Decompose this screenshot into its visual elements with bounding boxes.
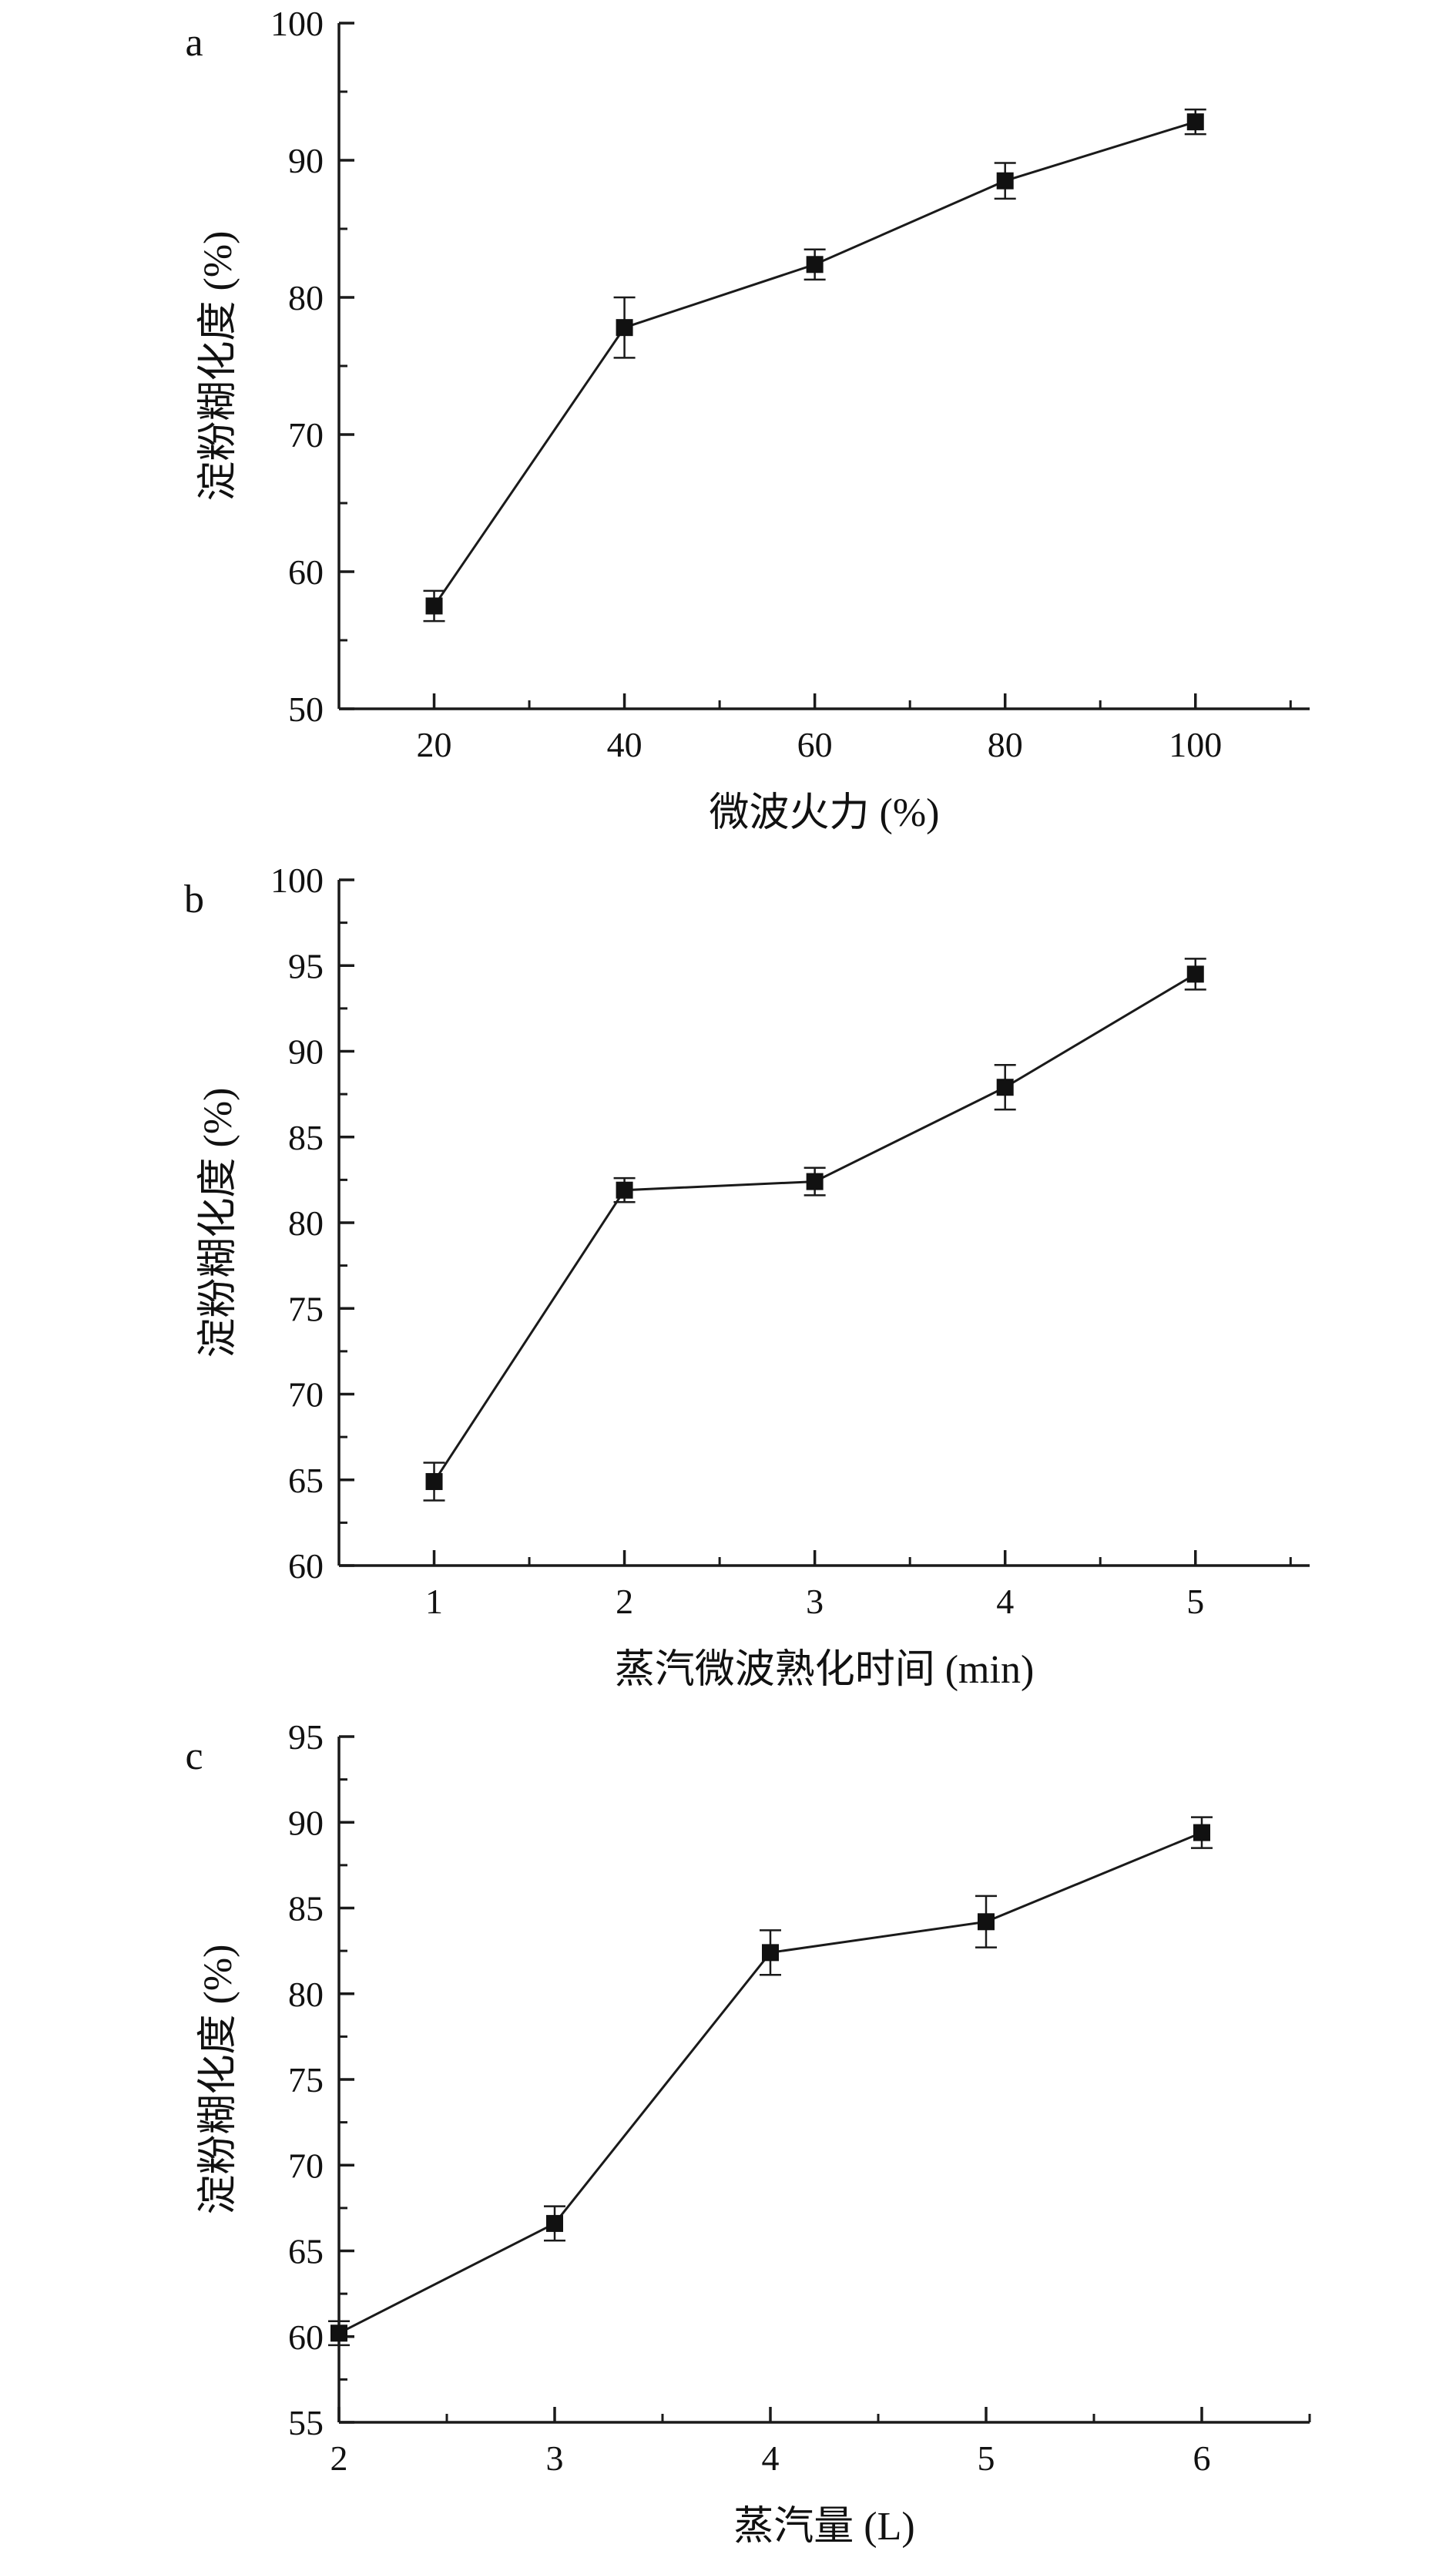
y-tick-label: 70 <box>288 415 324 455</box>
x-tick-label: 60 <box>797 725 833 764</box>
y-tick-label: 70 <box>288 1375 324 1415</box>
data-line <box>433 120 1196 607</box>
y-axis-title: 淀粉糊化度 (%) <box>196 231 240 502</box>
panel-label: c <box>185 1734 203 1778</box>
panel-label: b <box>184 878 204 921</box>
y-tick-label: 90 <box>288 141 324 180</box>
y-tick-label: 95 <box>288 1717 324 1757</box>
x-axis-title: 微波火力 (%) <box>710 791 940 835</box>
x-tick-label: 40 <box>607 725 642 764</box>
y-tick-label: 95 <box>288 946 324 985</box>
x-axis-title: 蒸汽微波熟化时间 (min) <box>615 1648 1035 1692</box>
data-point-marker <box>1186 965 1204 983</box>
y-tick-label: 85 <box>288 1889 324 1928</box>
line-chart-b: 60 65 70 75 80 85 90 95 100 1 2 3 4 5 淀粉糊化度 (%) 蒸汽微波熟化时… <box>184 861 1310 1692</box>
data-point-marker <box>1186 113 1204 131</box>
line-chart-c: 55 60 65 70 75 80 85 90 95 2 3 4 5 6 淀粉糊化度 (%) 蒸汽量 (L) c <box>185 1717 1311 2549</box>
y-tick-label: 90 <box>288 1032 324 1072</box>
y-tick-label: 70 <box>288 2146 324 2185</box>
y-tick-label: 80 <box>288 1203 324 1243</box>
data-point-marker <box>330 2324 347 2342</box>
y-tick-label: 100 <box>270 4 324 43</box>
data-line <box>338 1831 1203 2334</box>
y-tick-label: 55 <box>288 2403 324 2442</box>
x-tick-label: 1 <box>425 1582 443 1621</box>
x-tick-label: 2 <box>330 2438 348 2478</box>
x-tick-label: 5 <box>1186 1582 1204 1621</box>
data-point-marker <box>806 1173 824 1190</box>
y-axis-title: 淀粉糊化度 (%) <box>196 1088 240 1358</box>
x-tick-label: 20 <box>417 725 452 764</box>
data-point-marker <box>616 1181 633 1199</box>
x-tick-label: 4 <box>762 2438 780 2478</box>
chart-panel-b: 60 65 70 75 80 85 90 95 100 1 2 3 4 5 淀粉糊化度 (%) 蒸汽微波熟化时… <box>0 857 1456 1713</box>
data-line <box>433 973 1196 1482</box>
chart-panel-a: 50 60 70 80 90 100 20 40 60 80 100 淀粉糊化度 (%) 微波火力 (%… <box>0 0 1456 857</box>
data-point-marker <box>978 1913 995 1931</box>
panel-label: a <box>185 21 203 65</box>
data-point-marker <box>806 256 824 274</box>
y-tick-label: 65 <box>288 2232 324 2271</box>
x-tick-label: 3 <box>806 1582 824 1621</box>
data-point-marker <box>425 597 443 615</box>
y-axis-title: 淀粉糊化度 (%) <box>196 1945 240 2215</box>
data-point-marker <box>1193 1824 1210 1841</box>
data-point-marker <box>762 1944 779 1962</box>
x-tick-label: 6 <box>1193 2438 1211 2478</box>
x-tick-label: 5 <box>978 2438 995 2478</box>
x-tick-label: 100 <box>1169 725 1222 764</box>
data-point-marker <box>996 1079 1014 1096</box>
x-tick-label: 2 <box>616 1582 633 1621</box>
y-tick-label: 75 <box>288 1289 324 1328</box>
line-chart-a: 50 60 70 80 90 100 20 40 60 80 100 淀粉糊化度 (%) 微波火力 (%… <box>185 4 1310 835</box>
y-tick-label: 80 <box>288 1975 324 2014</box>
y-tick-label: 50 <box>288 690 324 729</box>
y-tick-label: 85 <box>288 1118 324 1157</box>
data-point-marker <box>616 319 633 337</box>
y-tick-label: 60 <box>288 552 324 592</box>
y-tick-label: 60 <box>288 2318 324 2357</box>
y-tick-label: 60 <box>288 1546 324 1586</box>
x-tick-label: 4 <box>996 1582 1014 1621</box>
y-tick-label: 65 <box>288 1461 324 1500</box>
data-point-marker <box>996 172 1014 190</box>
x-tick-label: 80 <box>988 725 1023 764</box>
chart-panel-c: 55 60 65 70 75 80 85 90 95 2 3 4 5 6 淀粉糊化度 (%) 蒸汽量 (L) c <box>0 1713 1456 2570</box>
y-tick-label: 100 <box>270 861 324 900</box>
y-tick-label: 75 <box>288 2060 324 2099</box>
data-point-marker <box>546 2214 563 2232</box>
y-tick-label: 80 <box>288 278 324 317</box>
data-point-marker <box>425 1472 443 1490</box>
y-tick-label: 90 <box>288 1803 324 1842</box>
x-tick-label: 3 <box>546 2438 564 2478</box>
x-axis-title: 蒸汽量 (L) <box>733 2505 914 2549</box>
